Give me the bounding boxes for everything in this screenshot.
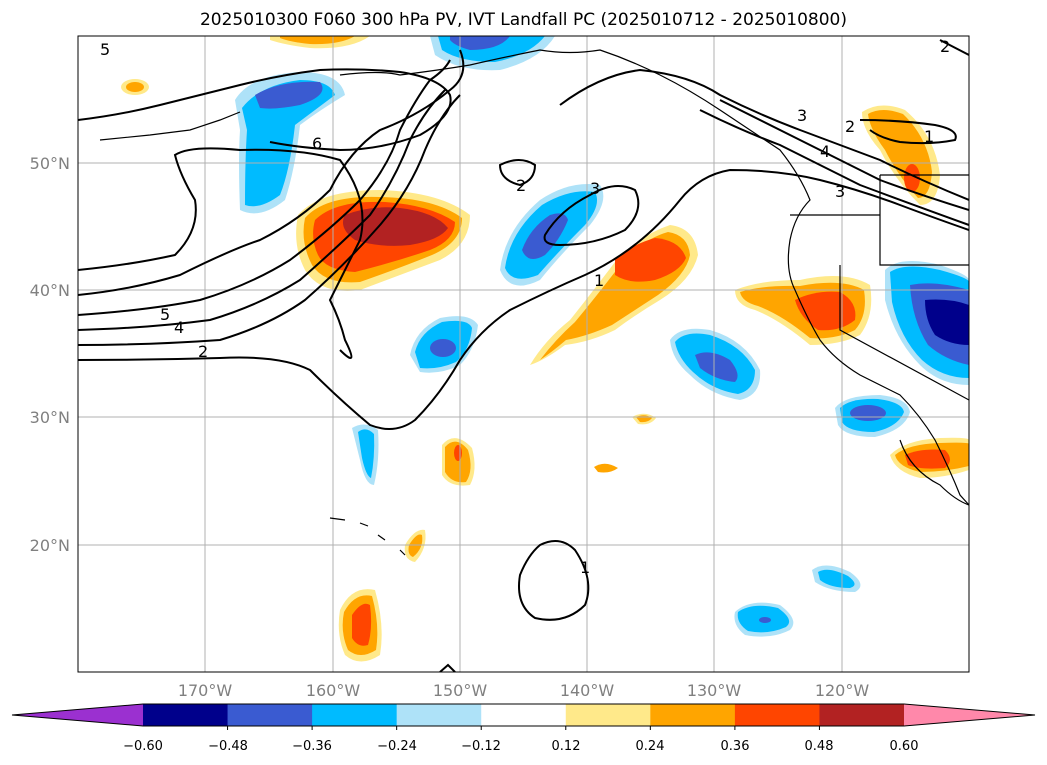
longitude-labels: 170°W 160°W 150°W 140°W 130°W 120°W [178,681,870,700]
colorbar-tick-label: 0.12 [552,739,581,754]
colorbar-segment [481,704,567,726]
colorbar-segment [312,704,398,726]
contour-label: 2 [845,117,855,136]
lon-label: 140°W [560,681,615,700]
contour-label: 5 [160,305,170,324]
colorbar-segment [143,704,229,726]
lat-label: 20°N [30,536,70,555]
contour-label: 4 [820,142,830,161]
lon-label: 150°W [433,681,488,700]
contour-label: 1 [580,558,590,577]
colorbar-tick-label: −0.12 [461,739,501,754]
colorbar-tick-labels: −0.60 −0.48 −0.36 −0.24 −0.12 0.12 0.24 … [123,739,918,754]
colorbar-tick-label: 0.36 [721,739,750,754]
lat-label: 30°N [30,408,70,427]
colorbar-segment [734,704,820,726]
contour-label: 1 [594,271,604,290]
lat-label: 50°N [30,154,70,173]
contour-label: 3 [835,182,845,201]
contour-label: 2 [940,37,950,56]
contour-label: 5 [100,40,110,59]
colorbar-tick-label: −0.60 [123,739,163,754]
lon-label: 130°W [687,681,742,700]
lon-label: 170°W [178,681,233,700]
colorbar-tick-label: −0.48 [208,739,248,754]
colorbar-segment [396,704,482,726]
pv-contours [78,39,969,672]
contour-label: 2 [516,176,526,195]
pv-shading [121,36,969,662]
contour-labels: 5 6 2 3 2 3 4 3 2 1 1 5 4 2 1 [100,37,950,577]
map-frame [77,35,970,673]
contour-label: 6 [312,134,322,153]
colorbar-segment [819,704,905,726]
contour-label: 3 [797,106,807,125]
colorbar-tick-label: 0.24 [636,739,665,754]
map-title: 2025010300 F060 300 hPa PV, IVT Landfall… [199,10,847,30]
colorbar-tick-label: −0.36 [292,739,332,754]
lon-label: 120°W [815,681,870,700]
colorbar-outline [11,703,1036,727]
colorbar-tick-label: −0.24 [377,739,417,754]
gridlines [78,36,969,672]
lon-label: 160°W [306,681,361,700]
coastlines [99,49,969,556]
contour-label: 3 [590,179,600,198]
colorbar-segment [565,704,651,726]
latitude-labels: 50°N 40°N 30°N 20°N [30,154,70,555]
colorbar-segment [227,704,313,726]
colorbar [11,703,1036,730]
contour-label: 2 [198,342,208,361]
contour-label: 4 [174,318,184,337]
contour-label: 1 [924,127,934,146]
colorbar-tick-label: 0.48 [805,739,834,754]
lat-label: 40°N [30,281,70,300]
colorbar-extend-min [12,704,143,726]
colorbar-extend-max [904,704,1035,726]
colorbar-tick-label: 0.60 [890,739,919,754]
colorbar-segment [650,704,736,726]
